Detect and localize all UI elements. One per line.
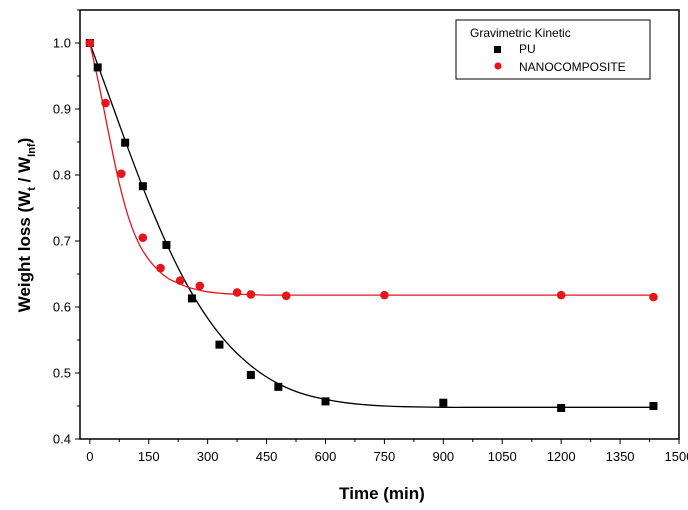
data-points: [85, 38, 658, 412]
plot-frame: [79, 9, 680, 440]
data-point-pu: [557, 403, 566, 412]
data-point-nanocomposite: [116, 169, 126, 178]
data-point-nanocomposite: [156, 263, 165, 273]
data-point-nanocomposite: [246, 290, 256, 299]
data-point-nanocomposite: [85, 38, 95, 48]
x-axis-title: Time (min): [339, 484, 425, 503]
x-tick-label: 150: [138, 449, 160, 464]
data-point-pu: [321, 397, 330, 406]
data-point-pu: [649, 402, 658, 410]
data-point-nanocomposite: [195, 281, 205, 291]
data-point-nanocomposite: [380, 290, 389, 300]
legend-marker-pu: [494, 46, 501, 53]
data-point-nanocomposite: [649, 292, 658, 302]
data-point-pu: [274, 382, 283, 391]
y-tick-label: 1.0: [53, 36, 71, 51]
data-point-pu: [162, 240, 171, 249]
x-tick-label: 750: [374, 449, 396, 464]
data-point-nanocomposite: [138, 233, 148, 242]
y-tick-label: 0.8: [53, 168, 71, 183]
legend: Gravimetric Kinetic PU NANOCOMPOSITE: [455, 19, 651, 80]
data-point-nanocomposite: [232, 288, 242, 297]
y-axis-title: Weight loss (Wt / WInf): [15, 138, 38, 313]
legend-label-nanocomposite: NANOCOMPOSITE: [519, 60, 626, 74]
fit-curve-pu: [89, 42, 654, 408]
data-point-pu: [138, 182, 147, 191]
data-point-pu: [187, 294, 196, 303]
legend-box: [455, 19, 651, 80]
x-tick-label: 900: [432, 449, 454, 464]
data-point-nanocomposite: [175, 276, 185, 285]
data-point-nanocomposite: [556, 290, 566, 300]
x-tick-label: 1350: [606, 449, 635, 464]
x-tick-label: 600: [315, 449, 337, 464]
x-tick-label: 450: [256, 449, 278, 464]
fit-curve-nanocomposite: [89, 42, 654, 296]
data-point-pu: [246, 370, 255, 379]
y-axis: 0.4 0.5 0.6 0.7 0.8 0.9 1.0: [53, 9, 80, 447]
data-point-pu: [121, 138, 130, 147]
data-point-pu: [93, 63, 102, 72]
x-tick-label: 300: [197, 449, 219, 464]
y-tick-label: 0.6: [53, 300, 71, 315]
x-tick-label: 0: [86, 449, 93, 464]
data-point-nanocomposite: [281, 291, 291, 301]
legend-title: Gravimetric Kinetic: [470, 26, 571, 40]
data-point-nanocomposite: [101, 98, 110, 108]
y-tick-label: 0.4: [53, 432, 71, 447]
data-point-pu: [215, 340, 224, 349]
y-tick-label: 0.5: [53, 366, 71, 381]
legend-marker-nanocomposite: [494, 62, 502, 70]
y-tick-label: 0.7: [53, 234, 71, 249]
fit-curves: [89, 42, 654, 408]
legend-label-pu: PU: [519, 42, 536, 56]
y-tick-label: 0.9: [53, 102, 71, 117]
x-tick-label: 1200: [547, 449, 576, 464]
x-tick-label: 1050: [488, 449, 517, 464]
data-point-pu: [439, 398, 448, 407]
